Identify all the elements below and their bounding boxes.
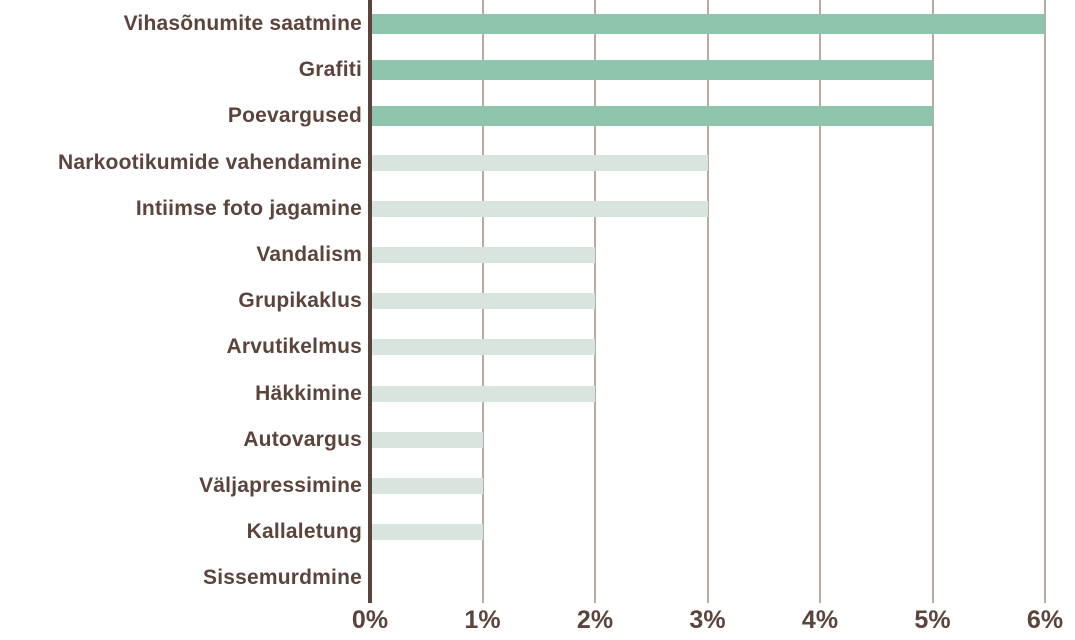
- gridline: [594, 0, 596, 603]
- bar: [370, 293, 595, 310]
- category-label: Narkootikumide vahendamine: [58, 150, 362, 174]
- category-label: Vandalism: [256, 243, 362, 266]
- x-tick-label: 3%: [689, 606, 726, 634]
- category-label: Väljapressimine: [199, 474, 362, 497]
- gridline: [819, 0, 821, 603]
- category-label: Kallaletung: [246, 520, 362, 544]
- category-label: Autovargus: [243, 427, 362, 451]
- x-tick-label: 4%: [801, 606, 839, 634]
- gridline: [931, 0, 934, 603]
- category-label: Arvutikelmus: [226, 335, 362, 359]
- x-tick-label: 2%: [576, 606, 614, 634]
- gridline: [706, 0, 709, 603]
- gridline: [481, 0, 484, 603]
- y-axis-line: [368, 0, 372, 603]
- x-tick-label: 1%: [464, 606, 501, 634]
- x-tick-label: 5%: [914, 606, 951, 634]
- bar: [370, 200, 708, 217]
- bar: [370, 339, 595, 356]
- x-tick-label: 0%: [351, 606, 389, 634]
- bar: [370, 106, 933, 127]
- bar: [370, 154, 708, 171]
- bar: [370, 14, 1045, 34]
- x-tick-label: 6%: [1026, 606, 1064, 634]
- category-label: Grafiti: [298, 58, 362, 82]
- category-label: Vihasõnumite saatmine: [123, 12, 362, 35]
- gridline: [1044, 0, 1046, 603]
- category-label: Sissemurdmine: [203, 566, 362, 590]
- bar: [370, 524, 483, 541]
- bar: [370, 247, 595, 263]
- category-label: Intiimse foto jagamine: [135, 196, 362, 220]
- bar: [370, 60, 933, 81]
- category-label: Häkkimine: [255, 381, 362, 405]
- category-label: Poevargused: [227, 104, 362, 128]
- category-label: Grupikaklus: [238, 289, 362, 313]
- bar: [370, 385, 595, 402]
- bar: [370, 478, 483, 494]
- bar: [370, 431, 483, 448]
